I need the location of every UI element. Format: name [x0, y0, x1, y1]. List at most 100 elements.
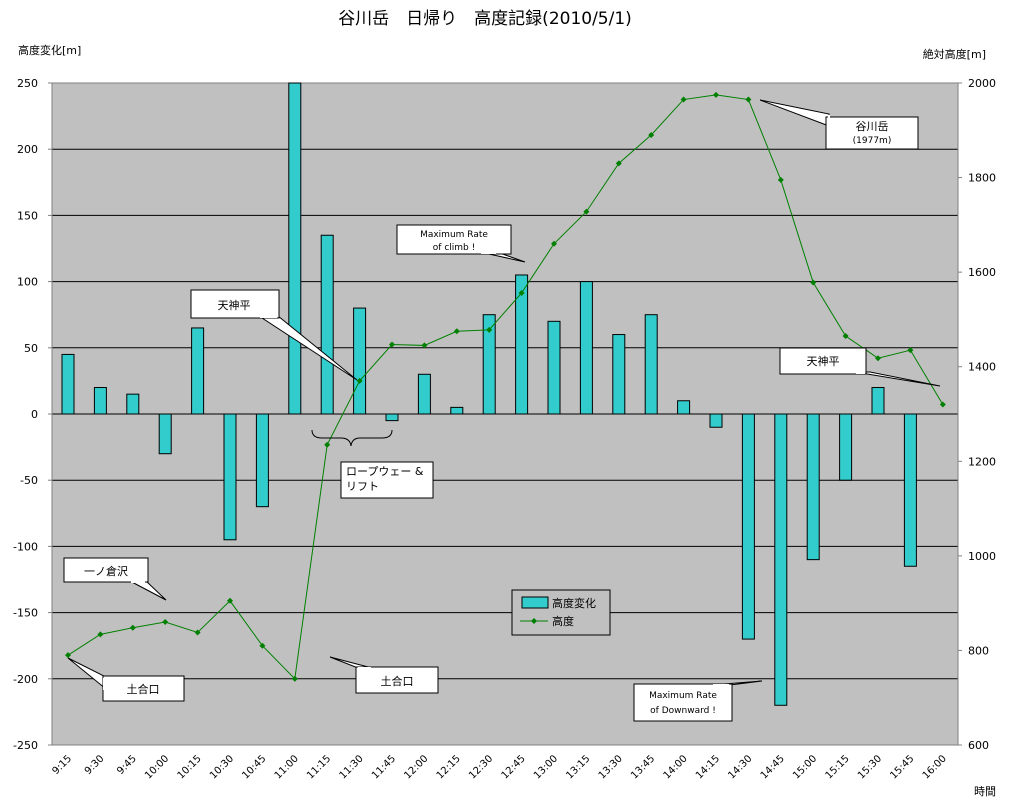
bar — [385, 413, 399, 422]
line-marker — [875, 355, 881, 362]
y-tick-left: 50 — [24, 342, 38, 355]
bar — [903, 413, 917, 567]
y-tick-right: 2000 — [968, 77, 996, 90]
bar — [93, 387, 107, 415]
x-tick: 12:30 — [467, 753, 495, 781]
x-tick: 9:45 — [115, 753, 139, 777]
bar — [158, 413, 172, 455]
callout-max-climb: Maximum Rate of climb ! — [396, 224, 526, 263]
line-marker — [453, 328, 460, 335]
bar — [547, 320, 561, 415]
callout-doaiguchi-right: 土合口 — [329, 656, 439, 694]
bar — [417, 373, 431, 415]
y-tick-right: 1600 — [968, 266, 996, 279]
line-marker — [259, 642, 266, 649]
x-tick: 15:30 — [856, 753, 884, 781]
line-marker — [389, 341, 395, 348]
x-tick: 12:00 — [402, 753, 430, 781]
y-ticks-right: 2000 1800 1600 1400 1200 1000 800 600 — [958, 77, 996, 752]
ropeway-line1: ロープウェー & — [346, 465, 424, 478]
peak-height: (1977m) — [853, 136, 892, 146]
line-marker — [324, 441, 331, 448]
callout-tenjindaira-left: 天神平 — [190, 289, 358, 381]
line-marker — [777, 176, 784, 183]
bar — [774, 413, 788, 706]
x-tick: 12:15 — [435, 753, 463, 781]
x-tick: 10:15 — [176, 753, 204, 781]
x-tick: 15:45 — [888, 753, 916, 781]
bar — [612, 334, 626, 415]
bar — [450, 406, 464, 415]
max-climb-line1: Maximum Rate — [420, 230, 488, 240]
x-tick: 14:30 — [726, 753, 754, 781]
x-tick: 11:30 — [338, 753, 366, 781]
bar — [515, 274, 529, 415]
legend-line-marker — [531, 618, 537, 624]
y-tick-left: -200 — [13, 673, 38, 686]
max-climb-line2: of climb ! — [433, 243, 475, 253]
line-marker — [648, 132, 655, 139]
x-tick: 14:15 — [694, 753, 722, 781]
bar — [223, 413, 237, 541]
doaiguchi-left-label: 土合口 — [127, 682, 160, 696]
x-tick: 10:45 — [240, 753, 268, 781]
line-marker — [551, 240, 557, 247]
bar — [839, 413, 853, 481]
line-marker — [518, 289, 525, 296]
line-marker — [713, 91, 719, 98]
bar — [871, 387, 885, 415]
y-tick-left: 100 — [17, 276, 38, 289]
bar — [579, 281, 593, 415]
legend: 高度変化 高度 — [511, 589, 611, 636]
bar-series — [61, 82, 917, 706]
bar — [191, 327, 205, 415]
y-tick-left: 0 — [31, 408, 38, 421]
bar — [677, 400, 691, 415]
y-axis-left-label: 高度変化[m] — [18, 43, 81, 57]
max-downward-line1: Maximum Rate — [649, 691, 717, 701]
line-marker — [939, 401, 946, 408]
x-tick: 15:15 — [824, 753, 852, 781]
y-tick-right: 1400 — [968, 361, 996, 374]
y-tick-right: 1200 — [968, 455, 996, 468]
ropeway-brace — [311, 429, 393, 447]
callout-max-downward: Maximum Rate of Downward ! — [633, 680, 763, 722]
y-tick-left: 200 — [17, 143, 38, 156]
line-marker — [810, 279, 817, 286]
max-downward-line2: of Downward ! — [650, 706, 716, 716]
line-marker — [745, 96, 752, 103]
x-tick: 10:00 — [143, 753, 171, 781]
tenjindaira-right-label: 天神平 — [807, 354, 840, 368]
y-tick-right: 1800 — [968, 172, 996, 185]
peak-name: 谷川岳 — [856, 120, 889, 133]
line-marker — [356, 377, 363, 384]
chart-title: 谷川岳 日帰り 高度記録(2010/5/1) — [338, 9, 632, 29]
bar — [288, 82, 302, 415]
y-tick-right: 800 — [968, 644, 989, 657]
x-tick: 15:00 — [791, 753, 819, 781]
x-tick: 9:30 — [83, 753, 107, 777]
x-tick: 10:30 — [208, 753, 236, 781]
x-tick: 11:15 — [305, 753, 333, 781]
y-axis-right-label: 絶対高度[m] — [923, 47, 986, 61]
bar — [353, 307, 367, 415]
ichinokurasawa-label: 一ノ倉沢 — [84, 564, 128, 578]
callout-ichinokurasawa: 一ノ倉沢 — [63, 557, 167, 601]
line-marker — [162, 619, 169, 626]
bar — [255, 413, 269, 508]
ropeway-line2: リフト — [346, 480, 379, 493]
x-tick: 9:15 — [50, 753, 74, 777]
line-marker — [907, 347, 914, 354]
y-tick-left: 150 — [17, 209, 38, 222]
x-tick: 11:45 — [370, 753, 398, 781]
line-marker — [227, 597, 233, 604]
line-marker — [194, 629, 201, 636]
x-tick: 13:45 — [629, 753, 657, 781]
bar — [320, 234, 334, 415]
callout-tenjindaira-right: 天神平 — [779, 347, 941, 387]
callout-peak: 谷川岳 (1977m) — [759, 99, 919, 150]
line-marker — [129, 624, 136, 631]
y-tick-left: -150 — [13, 607, 38, 620]
y-tick-right: 600 — [968, 739, 989, 752]
